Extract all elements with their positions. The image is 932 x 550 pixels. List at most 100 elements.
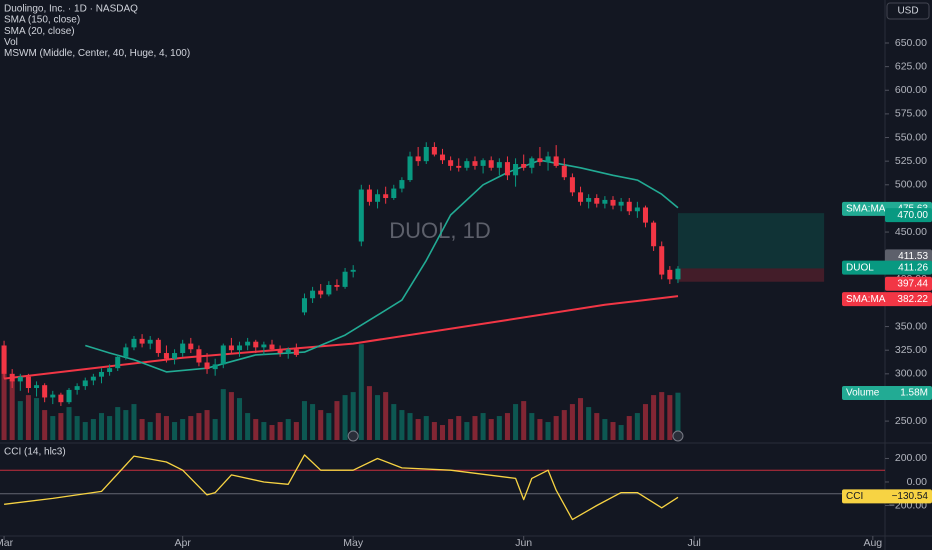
- y-tick-label: 325.00: [895, 344, 927, 356]
- volume-bar: [17, 401, 23, 440]
- volume-bar: [350, 392, 356, 440]
- candle-body: [204, 362, 210, 370]
- volume-bar: [115, 407, 121, 440]
- volume-bar: [293, 422, 299, 440]
- candle-body: [90, 376, 96, 381]
- volume-bar: [391, 404, 397, 440]
- candle-body: [115, 356, 121, 369]
- volume-bar: [139, 419, 145, 440]
- y-tick-label: 575.00: [895, 108, 927, 120]
- candle-body: [675, 268, 681, 280]
- cci-tick-label: 200.00: [895, 452, 927, 464]
- candle-body: [172, 353, 178, 359]
- sma150-label-bg: [842, 292, 932, 307]
- candle-body: [651, 222, 657, 247]
- candle-body: [34, 385, 40, 389]
- volume-bar: [90, 419, 96, 440]
- legend-item: SMA (20, close): [4, 26, 75, 37]
- legend-title: Duolingo, Inc. · 1D · NASDAQ: [4, 4, 138, 15]
- y-tick-label: 650.00: [895, 37, 927, 49]
- volume-bar: [107, 416, 113, 440]
- candle-body: [107, 368, 113, 372]
- volume-bar: [261, 422, 267, 440]
- legend-item: MSWM (Middle, Center, 40, Huge, 4, 100): [4, 48, 190, 59]
- candle-body: [464, 161, 470, 168]
- sma150-label-value: 382.22: [897, 294, 928, 305]
- volume-bar: [553, 416, 559, 440]
- candle-body: [163, 353, 169, 359]
- volume-bar: [277, 422, 283, 440]
- volume-bar: [456, 416, 462, 440]
- volume-bar: [415, 419, 421, 440]
- candle-body: [350, 269, 356, 272]
- candle-body: [480, 160, 486, 166]
- watermark: DUOL, 1D: [389, 218, 490, 243]
- candle-body: [561, 165, 567, 178]
- volume-bar: [521, 401, 527, 440]
- volume-bar: [431, 422, 437, 440]
- cci-label-bg: [842, 489, 932, 504]
- y-tick-label: 350.00: [895, 320, 927, 332]
- candle-body: [578, 192, 584, 202]
- candle-body: [82, 380, 88, 387]
- volume-bar: [245, 413, 251, 440]
- sma150-label: SMA:MA 382.22: [842, 292, 932, 307]
- target-label-bg: [885, 208, 932, 223]
- candle-body: [594, 198, 600, 204]
- candle-body: [383, 194, 389, 199]
- candle-body: [50, 394, 56, 398]
- volume-bar: [659, 392, 665, 440]
- volume-bar: [529, 413, 535, 440]
- candle-body: [545, 156, 551, 163]
- volume-bar: [269, 425, 275, 440]
- volume-bar: [407, 413, 413, 440]
- candle-body: [407, 156, 413, 181]
- candle-body: [147, 339, 153, 344]
- cci-label: CCI −130.54: [842, 489, 932, 504]
- volume-bar: [480, 413, 486, 440]
- candle-body: [212, 364, 218, 370]
- volume-bar: [172, 422, 178, 440]
- volume-bar: [220, 389, 226, 440]
- candle-body: [293, 349, 299, 355]
- candle-body: [131, 338, 137, 348]
- volume-bar: [253, 419, 259, 440]
- volume-bar: [513, 404, 519, 440]
- position-target-zone: [677, 213, 825, 269]
- volume-bar: [180, 419, 186, 440]
- volume-bar: [472, 416, 478, 440]
- candle-body: [634, 207, 640, 212]
- candle-body: [537, 158, 543, 163]
- legend-item: Vol: [4, 37, 18, 48]
- stop-label-bg: [885, 276, 932, 291]
- candle-body: [310, 290, 316, 299]
- candle-body: [277, 349, 283, 354]
- volume-label-value: 1.58M: [900, 388, 928, 399]
- y-tick-label: 550.00: [895, 131, 927, 143]
- candle-body: [42, 385, 48, 398]
- candle-body: [155, 339, 161, 354]
- volume-bar: [58, 413, 64, 440]
- last-price-label-name: DUOL: [846, 262, 874, 273]
- volume-bar: [1, 350, 7, 440]
- volume-bar: [74, 416, 80, 440]
- volume-bar: [675, 392, 681, 440]
- y-tick-label: 300.00: [895, 368, 927, 380]
- volume-bar: [545, 422, 551, 440]
- sma20-label-name: SMA:MA: [846, 203, 886, 214]
- candle-body: [220, 345, 226, 365]
- candle-body: [74, 386, 80, 390]
- candle-body: [375, 194, 381, 202]
- currency: USD: [897, 6, 918, 17]
- candle-body: [237, 345, 243, 351]
- candle-body: [569, 177, 575, 193]
- x-tick-label: May: [343, 537, 364, 549]
- volume-bar: [334, 401, 340, 440]
- volume-bar: [448, 419, 454, 440]
- volume-bar: [383, 392, 389, 440]
- candle-body: [58, 394, 64, 403]
- candle-body: [66, 389, 72, 403]
- volume-bar: [123, 410, 129, 440]
- volume-bar: [204, 410, 210, 440]
